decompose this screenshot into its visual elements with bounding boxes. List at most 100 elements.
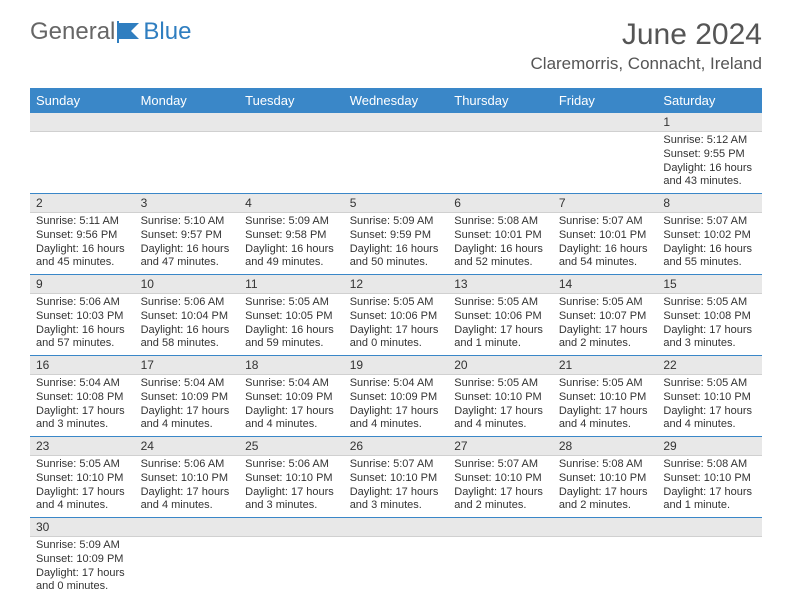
weekday-header: Thursday [448, 88, 553, 113]
day-number [135, 113, 240, 132]
day-cell: 14Sunrise: 5:05 AMSunset: 10:07 PMDaylig… [553, 275, 658, 356]
day-info: Sunrise: 5:04 AMSunset: 10:08 PMDaylight… [30, 375, 135, 436]
sunrise-line: Sunrise: 5:05 AM [663, 377, 756, 391]
calendar-row: 9Sunrise: 5:06 AMSunset: 10:03 PMDayligh… [30, 275, 762, 356]
day-number: 10 [135, 275, 240, 294]
calendar-row: 30Sunrise: 5:09 AMSunset: 10:09 PMDaylig… [30, 518, 762, 599]
sunrise-line: Sunrise: 5:06 AM [36, 296, 129, 310]
weekday-header: Sunday [30, 88, 135, 113]
day-cell-empty [239, 518, 344, 599]
day-cell-empty [135, 518, 240, 599]
sunset-line: Sunset: 10:08 PM [663, 310, 756, 324]
day-number: 12 [344, 275, 449, 294]
sunset-line: Sunset: 10:06 PM [454, 310, 547, 324]
daylight-line: Daylight: 17 hours and 1 minute. [454, 324, 547, 352]
sunrise-line: Sunrise: 5:05 AM [245, 296, 338, 310]
day-number: 1 [657, 113, 762, 132]
day-number: 24 [135, 437, 240, 456]
day-number [135, 518, 240, 537]
day-cell: 27Sunrise: 5:07 AMSunset: 10:10 PMDaylig… [448, 437, 553, 518]
weekday-header: Wednesday [344, 88, 449, 113]
day-number: 22 [657, 356, 762, 375]
sunrise-line: Sunrise: 5:04 AM [141, 377, 234, 391]
daylight-line: Daylight: 16 hours and 49 minutes. [245, 243, 338, 271]
logo-text-general: General [30, 18, 115, 46]
sunset-line: Sunset: 9:56 PM [36, 229, 129, 243]
day-cell: 21Sunrise: 5:05 AMSunset: 10:10 PMDaylig… [553, 356, 658, 437]
sunset-line: Sunset: 10:09 PM [141, 391, 234, 405]
day-number [30, 113, 135, 132]
day-number [553, 518, 658, 537]
day-number: 23 [30, 437, 135, 456]
weekday-header: Tuesday [239, 88, 344, 113]
day-cell-empty [135, 113, 240, 194]
sunset-line: Sunset: 10:09 PM [350, 391, 443, 405]
day-cell: 6Sunrise: 5:08 AMSunset: 10:01 PMDayligh… [448, 194, 553, 275]
sunset-line: Sunset: 10:04 PM [141, 310, 234, 324]
day-number: 2 [30, 194, 135, 213]
day-number: 7 [553, 194, 658, 213]
calendar-body: 1Sunrise: 5:12 AMSunset: 9:55 PMDaylight… [30, 113, 762, 598]
day-cell-empty [448, 113, 553, 194]
daylight-line: Daylight: 17 hours and 3 minutes. [350, 486, 443, 514]
sunrise-line: Sunrise: 5:09 AM [36, 539, 129, 553]
header: General Blue June 2024 Claremorris, Conn… [0, 0, 792, 82]
day-info: Sunrise: 5:08 AMSunset: 10:10 PMDaylight… [657, 456, 762, 517]
day-number [657, 518, 762, 537]
day-number: 3 [135, 194, 240, 213]
sunset-line: Sunset: 9:58 PM [245, 229, 338, 243]
day-number: 8 [657, 194, 762, 213]
logo-flag-icon [117, 21, 143, 43]
daylight-line: Daylight: 17 hours and 4 minutes. [245, 405, 338, 433]
day-number: 19 [344, 356, 449, 375]
day-cell: 22 Sunrise: 5:05 AMSunset: 10:10 PMDaylig… [657, 356, 762, 437]
day-info: Sunrise: 5:05 AMSunset: 10:06 PMDaylight… [344, 294, 449, 355]
day-info: Sunrise: 5:06 AMSunset: 10:04 PMDaylight… [135, 294, 240, 355]
daylight-line: Daylight: 16 hours and 57 minutes. [36, 324, 129, 352]
sunset-line: Sunset: 10:03 PM [36, 310, 129, 324]
day-info: Sunrise: 5:04 AMSunset: 10:09 PMDaylight… [344, 375, 449, 436]
day-cell-empty [30, 113, 135, 194]
daylight-line: Daylight: 16 hours and 52 minutes. [454, 243, 547, 271]
day-cell: 26Sunrise: 5:07 AMSunset: 10:10 PMDaylig… [344, 437, 449, 518]
sunset-line: Sunset: 10:09 PM [245, 391, 338, 405]
day-info: Sunrise: 5:09 AMSunset: 10:09 PMDaylight… [30, 537, 135, 598]
day-cell: 19Sunrise: 5:04 AMSunset: 10:09 PMDaylig… [344, 356, 449, 437]
day-info: Sunrise: 5:08 AMSunset: 10:01 PMDaylight… [448, 213, 553, 274]
day-info: Sunrise: 5:06 AMSunset: 10:10 PMDaylight… [239, 456, 344, 517]
sunrise-line: Sunrise: 5:04 AM [245, 377, 338, 391]
day-info: Sunrise: 5:12 AMSunset: 9:55 PMDaylight:… [657, 132, 762, 193]
sunset-line: Sunset: 10:01 PM [559, 229, 652, 243]
calendar-row: 16Sunrise: 5:04 AMSunset: 10:08 PMDaylig… [30, 356, 762, 437]
day-info: Sunrise: 5:04 AMSunset: 10:09 PMDaylight… [239, 375, 344, 436]
daylight-line: Daylight: 17 hours and 4 minutes. [663, 405, 756, 433]
sunrise-line: Sunrise: 5:06 AM [245, 458, 338, 472]
daylight-line: Daylight: 17 hours and 4 minutes. [559, 405, 652, 433]
sunrise-line: Sunrise: 5:05 AM [663, 296, 756, 310]
day-number: 17 [135, 356, 240, 375]
day-number: 11 [239, 275, 344, 294]
sunset-line: Sunset: 10:10 PM [36, 472, 129, 486]
day-cell: 29Sunrise: 5:08 AMSunset: 10:10 PMDaylig… [657, 437, 762, 518]
day-cell: 24Sunrise: 5:06 AMSunset: 10:10 PMDaylig… [135, 437, 240, 518]
daylight-line: Daylight: 16 hours and 58 minutes. [141, 324, 234, 352]
sunset-line: Sunset: 10:10 PM [663, 391, 756, 405]
day-number [448, 518, 553, 537]
calendar-table: SundayMondayTuesdayWednesdayThursdayFrid… [30, 88, 762, 598]
day-cell: 5Sunrise: 5:09 AMSunset: 9:59 PMDaylight… [344, 194, 449, 275]
day-number: 20 [448, 356, 553, 375]
day-number: 27 [448, 437, 553, 456]
day-info: Sunrise: 5:05 AMSunset: 10:05 PMDaylight… [239, 294, 344, 355]
sunset-line: Sunset: 10:01 PM [454, 229, 547, 243]
day-cell: 28Sunrise: 5:08 AMSunset: 10:10 PMDaylig… [553, 437, 658, 518]
sunrise-line: Sunrise: 5:07 AM [663, 215, 756, 229]
day-number: 28 [553, 437, 658, 456]
sunset-line: Sunset: 10:07 PM [559, 310, 652, 324]
sunrise-line: Sunrise: 5:05 AM [559, 296, 652, 310]
daylight-line: Daylight: 16 hours and 54 minutes. [559, 243, 652, 271]
day-cell: 11Sunrise: 5:05 AMSunset: 10:05 PMDaylig… [239, 275, 344, 356]
day-info: Sunrise: 5:07 AMSunset: 10:01 PMDaylight… [553, 213, 658, 274]
sunset-line: Sunset: 9:59 PM [350, 229, 443, 243]
month-title: June 2024 [531, 18, 762, 52]
day-number: 6 [448, 194, 553, 213]
